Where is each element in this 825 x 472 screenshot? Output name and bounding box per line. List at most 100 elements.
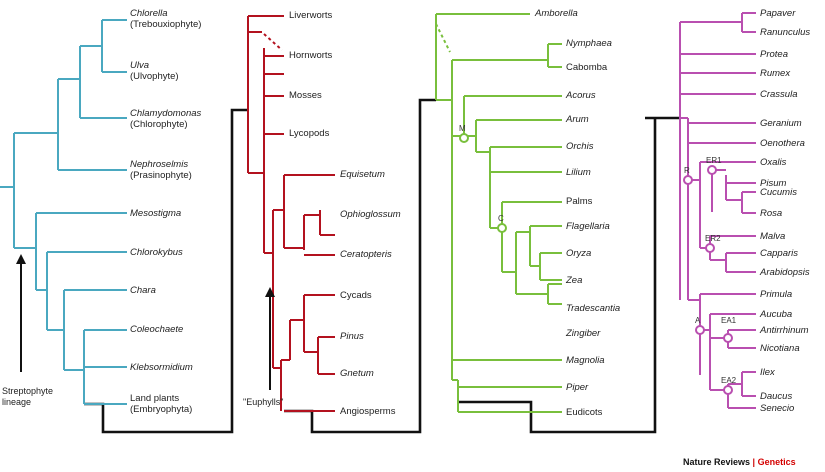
- taxon-nephroselmis: Nephroselmis (Prasinophyte): [130, 159, 192, 181]
- taxon-rumex: Rumex: [760, 68, 791, 79]
- panel3-dashed-branch: [435, 23, 451, 53]
- credit-separator: |: [752, 457, 756, 467]
- taxon-flagellaria: Flagellaria: [566, 221, 610, 232]
- taxon-eudicots: Eudicots: [566, 407, 603, 418]
- taxon-hornworts: Hornworts: [289, 50, 333, 61]
- taxon-group: (Embryophyta): [130, 404, 193, 415]
- taxon-name: Chlamydomonas: [130, 108, 202, 119]
- taxon-amborella: Amborella: [535, 8, 578, 19]
- taxon-coleochaete: Coleochaete: [130, 324, 184, 335]
- taxon-daucus: Daucus: [760, 391, 793, 402]
- taxon-capparis: Capparis: [760, 248, 799, 259]
- node-a-marker: [695, 325, 705, 335]
- taxon-lycopods: Lycopods: [289, 128, 330, 139]
- streptophyte-lineage-label: Streptophyte lineage: [2, 386, 54, 407]
- node-label-m: M: [459, 124, 466, 133]
- taxon-chlamydomonas: Chlamydomonas (Chlorophyte): [130, 108, 201, 130]
- taxon-protea: Protea: [760, 49, 788, 60]
- node-label-er2: ER2: [705, 234, 721, 243]
- taxon-lilium: Lilium: [566, 167, 591, 178]
- taxon-nymphaea: Nymphaea: [566, 38, 612, 49]
- taxon-group: (Ulvophyte): [130, 71, 179, 82]
- taxon-ophioglossum: Ophioglossum: [340, 209, 401, 220]
- taxon-antirrhinum: Antirrhinum: [760, 325, 809, 336]
- taxon-arabidopsis: Arabidopsis: [760, 267, 810, 278]
- node-er1-marker: [707, 165, 717, 175]
- taxon-piper: Piper: [566, 382, 589, 393]
- taxon-chara: Chara: [130, 285, 156, 296]
- panel4-node-markers: [683, 165, 733, 395]
- node-label-c: C: [498, 214, 504, 223]
- panel3-branches: [435, 13, 562, 413]
- taxon-palms: Palms: [566, 196, 593, 207]
- taxon-oryza: Oryza: [566, 248, 592, 259]
- taxon-ilex: Ilex: [760, 367, 775, 378]
- taxon-land-plants: Land plants (Embryophyta): [130, 393, 192, 415]
- taxon-name: Ulva: [130, 60, 150, 71]
- taxon-name: Nephroselmis: [130, 159, 189, 170]
- taxon-mesostigma: Mesostigma: [130, 208, 182, 219]
- taxon-primula: Primula: [760, 289, 793, 300]
- taxon-angiosperms: Angiosperms: [340, 406, 396, 417]
- taxon-cabomba: Cabomba: [566, 62, 608, 73]
- taxon-mosses: Mosses: [289, 90, 322, 101]
- node-label-r: R: [684, 166, 690, 175]
- euphylls-label: "Euphylls": [243, 397, 284, 407]
- taxon-chlorella: Chlorella (Trebouxiophyte): [130, 8, 201, 30]
- node-label-a: A: [695, 316, 701, 325]
- taxon-senecio: Senecio: [760, 403, 795, 414]
- taxon-name: Land plants: [130, 393, 180, 404]
- taxon-geranium: Geranium: [760, 118, 802, 129]
- journal-credit: Nature Reviews | Genetics: [683, 457, 796, 467]
- panel2-dashed-branch: [263, 33, 283, 51]
- panel1-branches: [0, 19, 127, 405]
- taxon-cycads: Cycads: [340, 290, 372, 301]
- panel2-arrow: [265, 287, 275, 390]
- taxon-orchis: Orchis: [566, 141, 594, 152]
- taxon-liverworts: Liverworts: [289, 10, 333, 21]
- taxon-zingiber: Zingiber: [566, 328, 601, 339]
- node-er2-marker: [705, 243, 715, 253]
- taxon-oenothera: Oenothera: [760, 138, 805, 149]
- taxon-acorus: Acorus: [566, 90, 596, 101]
- taxon-equisetum: Equisetum: [340, 169, 385, 180]
- panel2-branches: [247, 15, 335, 412]
- taxon-oxalis: Oxalis: [760, 157, 787, 168]
- node-r-marker: [683, 175, 693, 185]
- node-ea1-marker: [723, 333, 733, 343]
- taxon-klebsormidium: Klebsormidium: [130, 362, 193, 373]
- node-m-marker: [459, 133, 469, 143]
- taxon-malva: Malva: [760, 231, 786, 242]
- taxon-magnolia: Magnolia: [566, 355, 605, 366]
- taxon-tradescantia: Tradescantia: [566, 303, 621, 314]
- taxon-ranunculus: Ranunculus: [760, 27, 811, 38]
- publisher-name: Nature Reviews: [683, 457, 751, 467]
- taxon-zea: Zea: [566, 275, 583, 286]
- taxon-crassula: Crassula: [760, 89, 798, 100]
- taxon-group: (Chlorophyte): [130, 119, 188, 130]
- taxon-papaver: Papaver: [760, 8, 796, 19]
- taxon-cucumis: Cucumis: [760, 187, 797, 198]
- node-label-ea2: EA2: [721, 376, 737, 385]
- taxon-rosa: Rosa: [760, 208, 783, 219]
- taxon-group: (Trebouxiophyte): [130, 19, 202, 30]
- taxon-gnetum: Gnetum: [340, 368, 374, 379]
- taxon-pinus: Pinus: [340, 331, 364, 342]
- taxon-pisum: Pisum: [760, 178, 787, 189]
- taxon-chlorokybus: Chlorokybus: [130, 247, 183, 258]
- node-ea2-marker: [723, 385, 733, 395]
- journal-name: Genetics: [757, 457, 796, 467]
- panel4-branches: [679, 12, 756, 409]
- taxon-arum: Arum: [566, 114, 589, 125]
- taxon-aucuba: Aucuba: [760, 309, 793, 320]
- node-c-marker: [497, 223, 507, 233]
- node-label-ea1: EA1: [721, 316, 737, 325]
- panel1-arrow: [16, 254, 26, 372]
- taxon-group: (Prasinophyte): [130, 170, 192, 181]
- taxon-ceratopteris: Ceratopteris: [340, 249, 392, 260]
- taxon-ulva: Ulva (Ulvophyte): [130, 60, 179, 82]
- node-label-er1: ER1: [706, 156, 722, 165]
- taxon-name: Chlorella: [130, 8, 168, 19]
- taxon-nicotiana: Nicotiana: [760, 343, 800, 354]
